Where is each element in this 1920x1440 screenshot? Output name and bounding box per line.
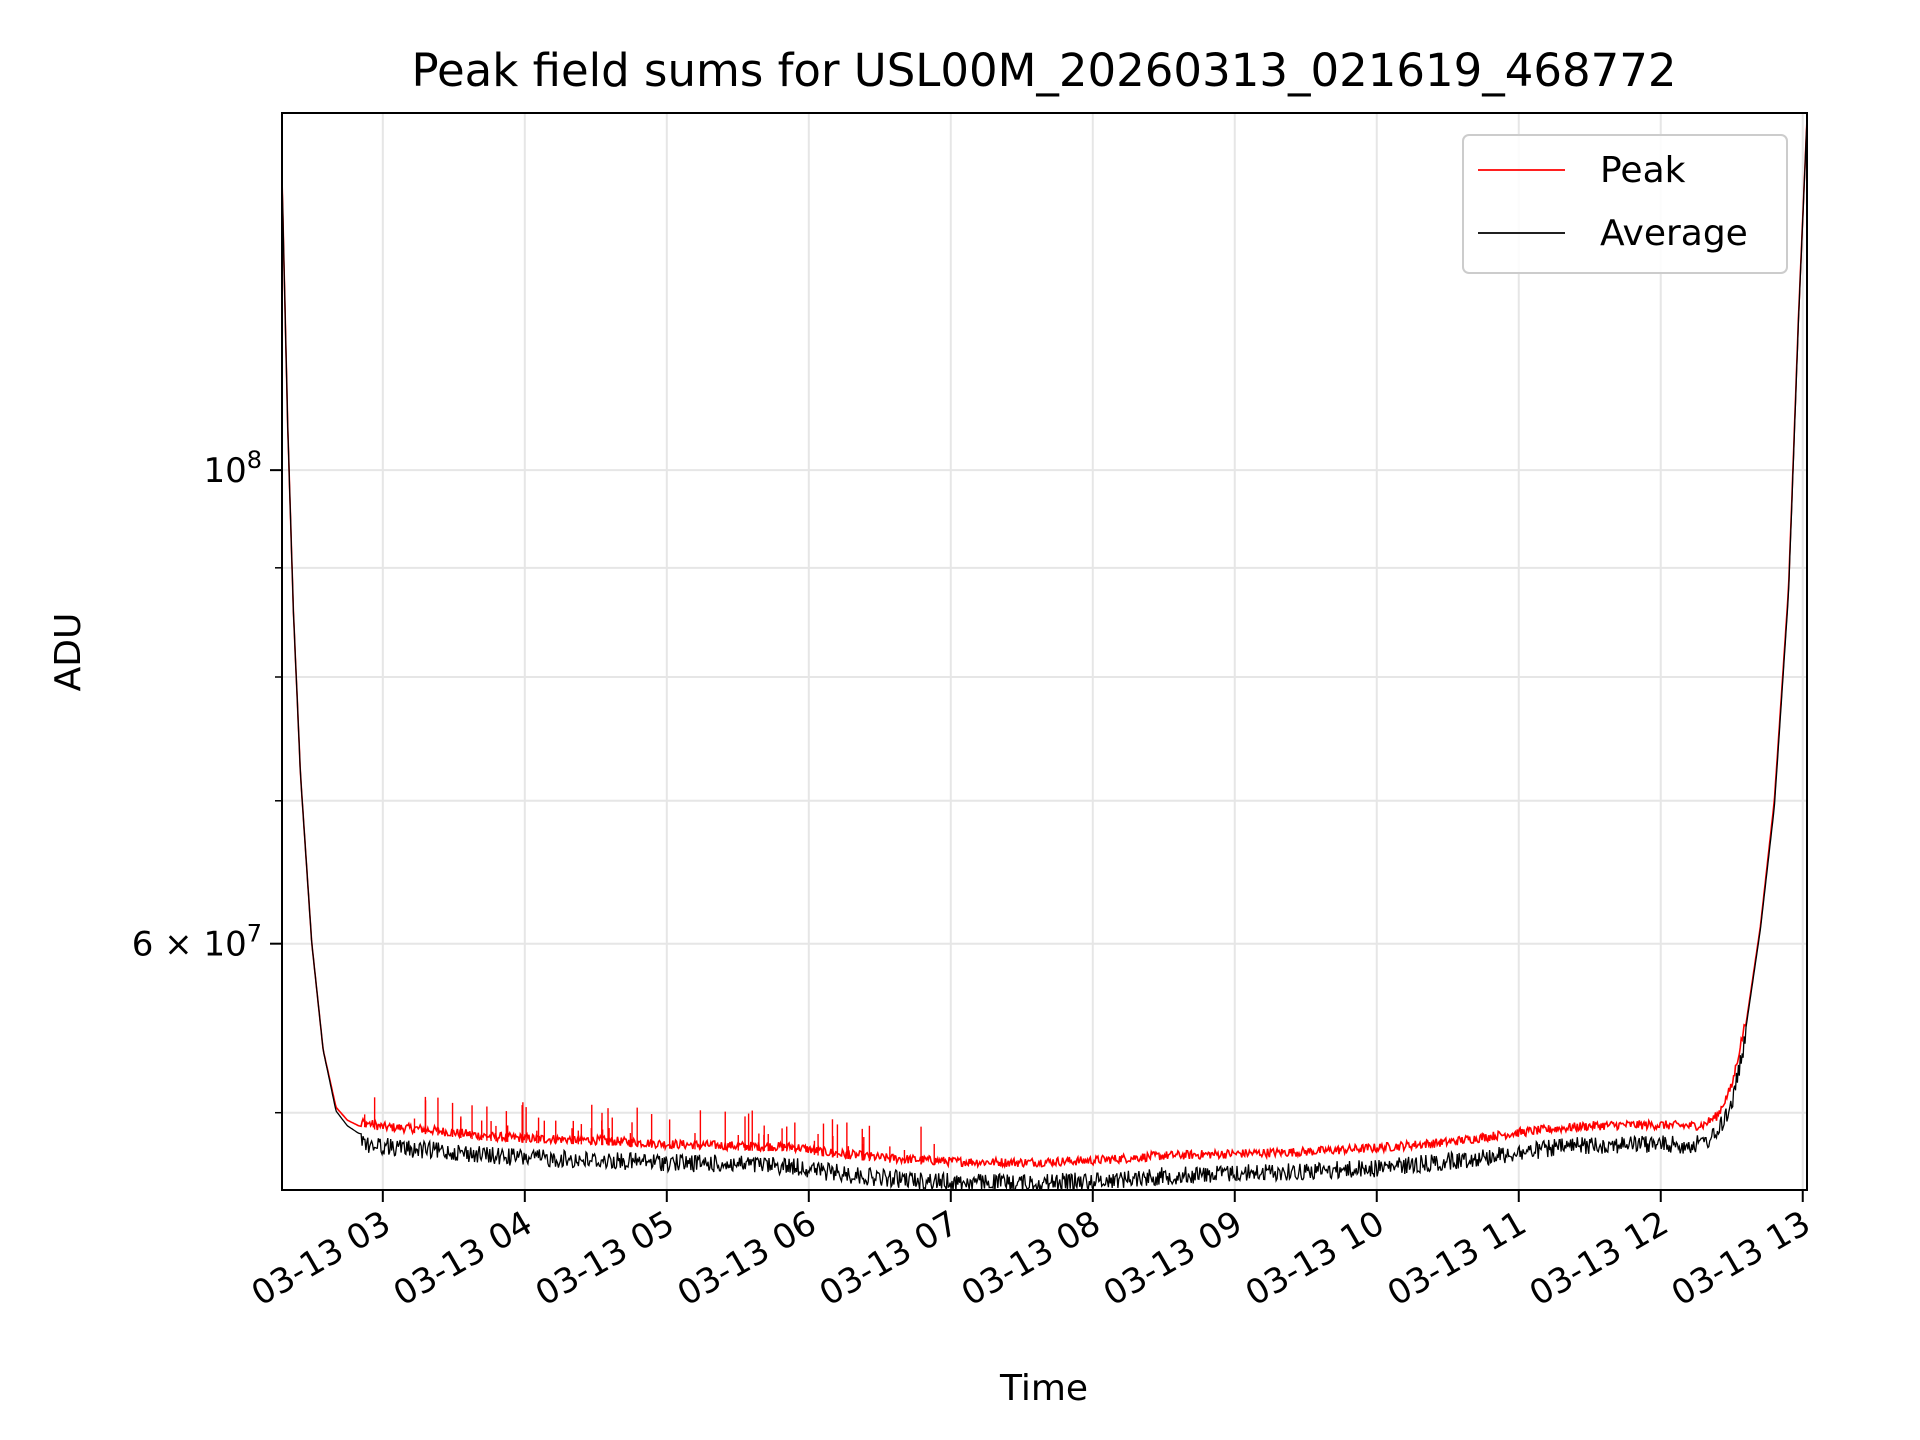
chart-title: Peak field sums for USL00M_20260313_0216… bbox=[411, 44, 1676, 97]
legend-average-label: Average bbox=[1600, 213, 1748, 254]
plot-frame bbox=[281, 112, 1808, 1191]
y-axis-label: ADU bbox=[48, 613, 89, 692]
y-axis: 108 6 × 107 bbox=[132, 446, 282, 1114]
legend-peak-label: Peak bbox=[1600, 150, 1686, 191]
y-tick-label: 108 bbox=[203, 446, 262, 491]
average-series-line bbox=[282, 119, 1807, 1190]
series-layer bbox=[282, 119, 1807, 1190]
grid bbox=[282, 113, 1807, 1190]
x-axis-label: Time bbox=[999, 1368, 1088, 1409]
legend: Peak Average bbox=[1462, 134, 1788, 274]
y-tick-label: 6 × 107 bbox=[132, 920, 262, 965]
